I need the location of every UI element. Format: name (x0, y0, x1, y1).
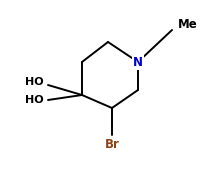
Text: HO: HO (25, 77, 44, 87)
Text: Br: Br (105, 139, 119, 152)
Text: Me: Me (178, 18, 198, 31)
Text: HO: HO (25, 95, 44, 105)
Text: N: N (133, 56, 143, 69)
